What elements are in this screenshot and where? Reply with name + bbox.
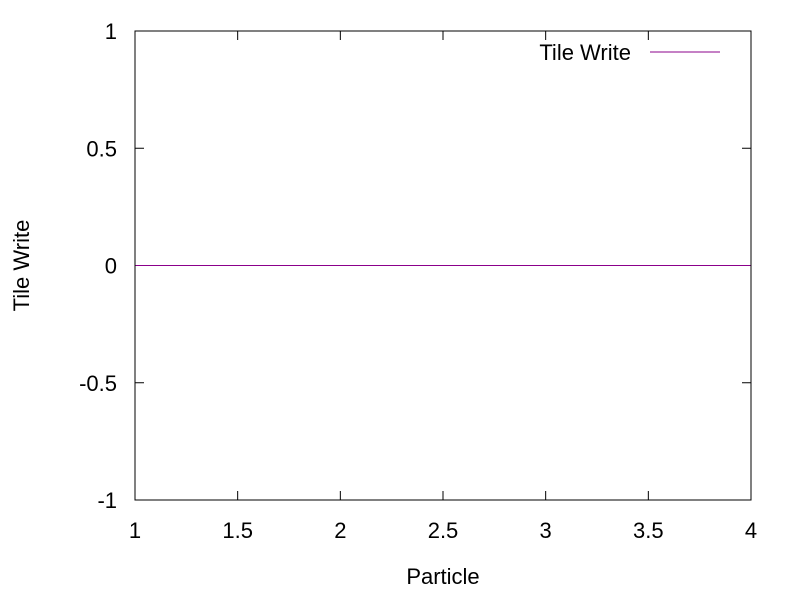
x-tick-label: 4: [745, 518, 757, 543]
legend: Tile Write: [539, 40, 720, 65]
y-tick-label: 0.5: [86, 136, 117, 161]
plot-area-border: [134, 30, 752, 501]
y-tick-label: -1: [97, 488, 117, 513]
y-axis-label: Tile Write: [9, 220, 34, 312]
x-tick-label: 1.5: [222, 518, 253, 543]
x-axis-label: Particle: [406, 564, 479, 589]
x-tick-label: 2: [334, 518, 346, 543]
y-tick-label: -0.5: [79, 371, 117, 396]
x-tick-label: 3: [540, 518, 552, 543]
y-tick-label: 0: [105, 254, 117, 279]
y-tick-label: 1: [105, 19, 117, 44]
x-tick-label: 3.5: [633, 518, 664, 543]
x-tick-labels: 1 1.5 2 2.5 3 3.5 4: [129, 518, 757, 543]
legend-label: Tile Write: [539, 40, 631, 65]
y-tick-labels: -1 -0.5 0 0.5 1: [79, 19, 117, 513]
x-tick-label: 2.5: [428, 518, 459, 543]
x-tick-label: 1: [129, 518, 141, 543]
